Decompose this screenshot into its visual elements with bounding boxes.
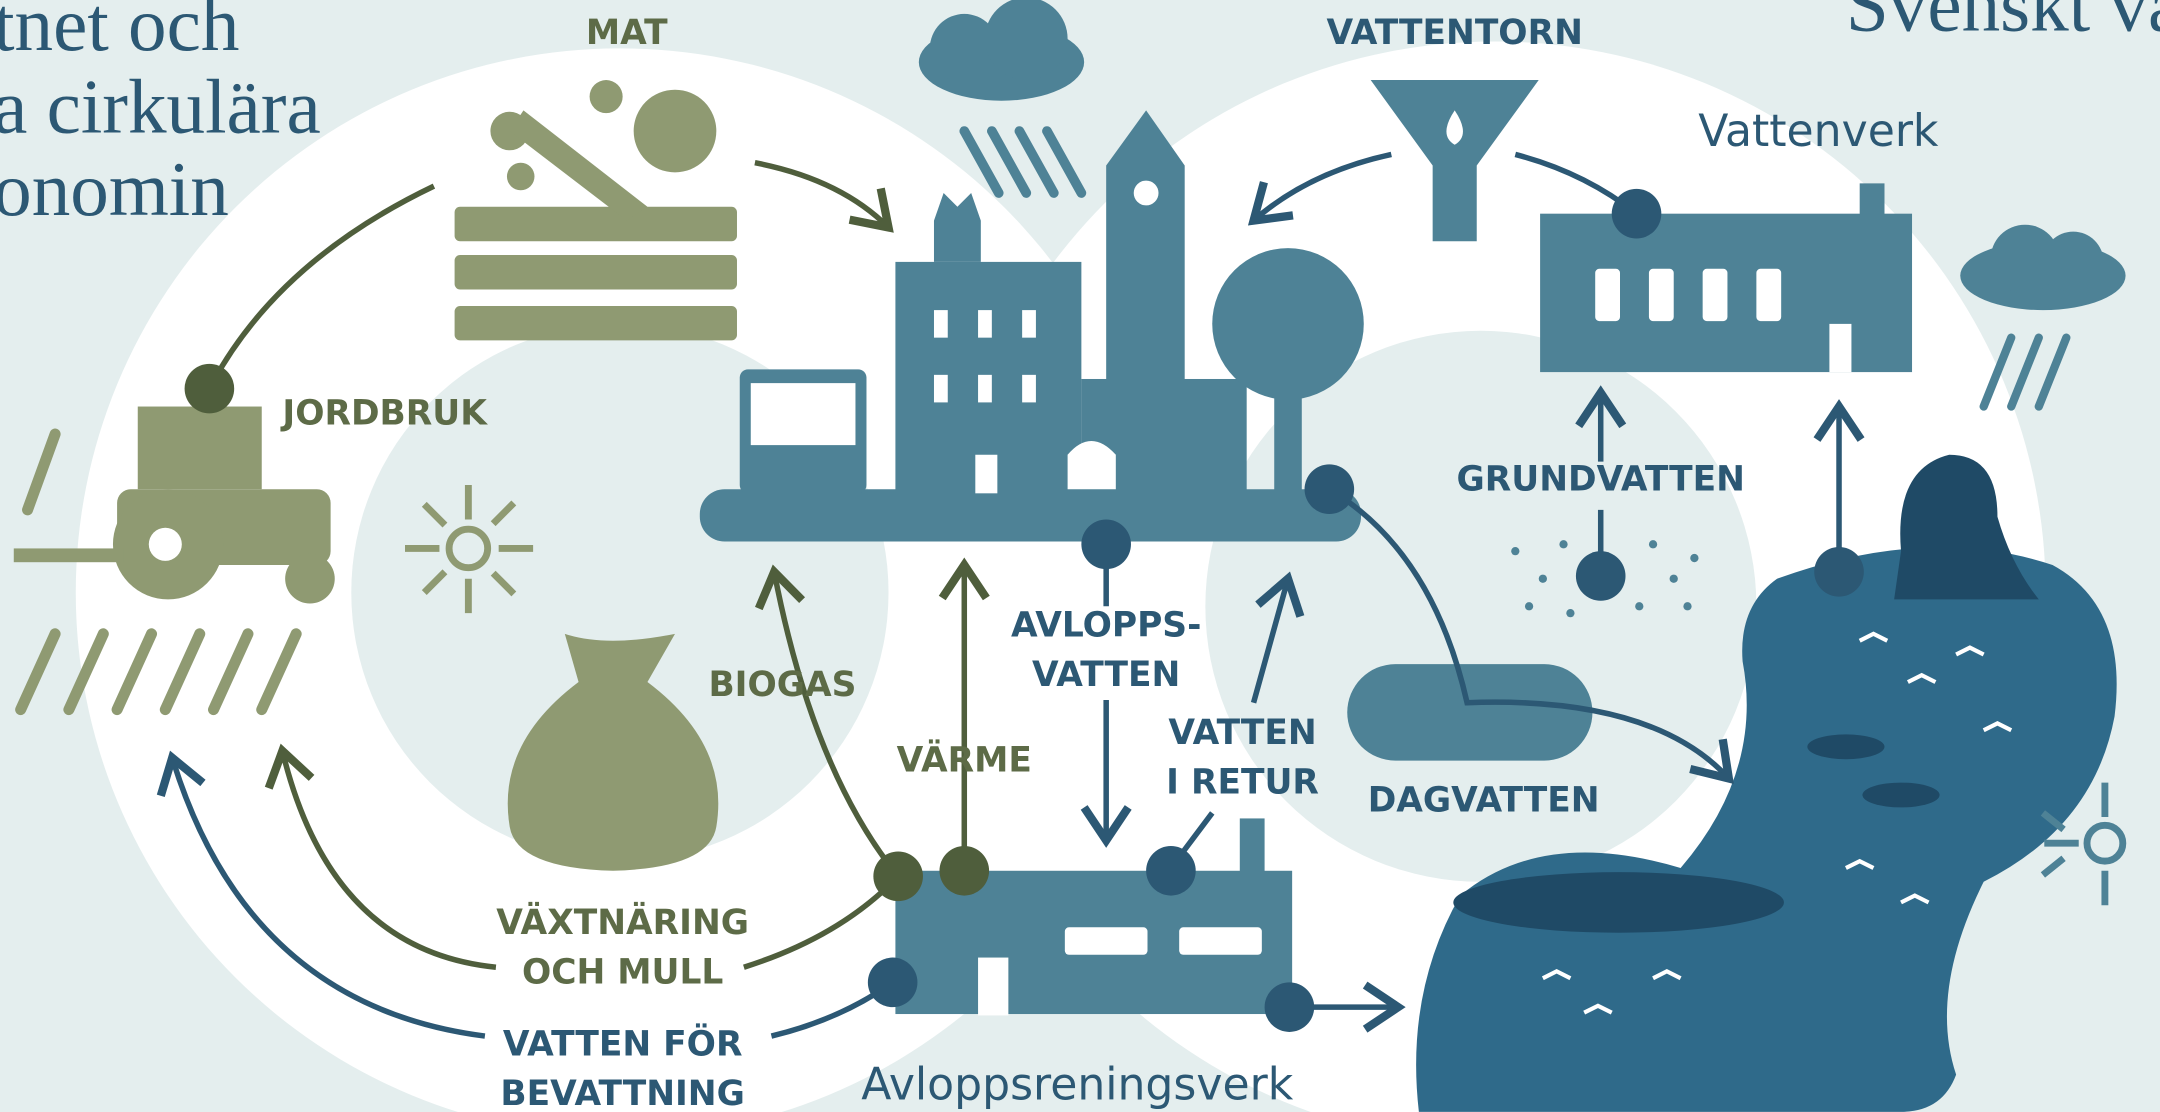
label: I RETUR: [1166, 763, 1319, 803]
label: VATTENTORN: [1326, 13, 1582, 53]
label: OCH MULL: [522, 953, 723, 993]
label: VÄXTNÄRING: [496, 902, 749, 943]
label: GRUNDVATTEN: [1456, 460, 1744, 500]
wheel-hub: [149, 528, 182, 561]
corner-title: Svenskt va: [1846, 0, 2160, 47]
label: VATTEN: [1032, 655, 1180, 695]
page: {"header":{"title_lines":["tnet och","a …: [0, 0, 2160, 1112]
label: JORDBRUK: [280, 393, 488, 433]
label: BIOGAS: [708, 665, 856, 705]
pond: [1347, 664, 1592, 760]
label: VATTEN FÖR: [503, 1023, 743, 1064]
title-line: onomin: [0, 146, 229, 232]
label: Avloppsreningsverk: [861, 1059, 1293, 1110]
canoe: [1453, 872, 1784, 933]
label: BEVATTNING: [500, 1074, 744, 1112]
label: VÄRME: [897, 740, 1032, 781]
label: DAGVATTEN: [1368, 781, 1600, 821]
title-line: tnet och: [0, 0, 239, 67]
title-line: a cirkulära: [0, 63, 321, 149]
label: VATTEN: [1168, 713, 1316, 753]
label: MAT: [586, 13, 668, 53]
label: AVLOPPS-: [1011, 606, 1201, 646]
label: Vattenverk: [1698, 106, 1939, 157]
diagram: tnet och a cirkulära onomin Svenskt va: [0, 0, 2160, 1112]
